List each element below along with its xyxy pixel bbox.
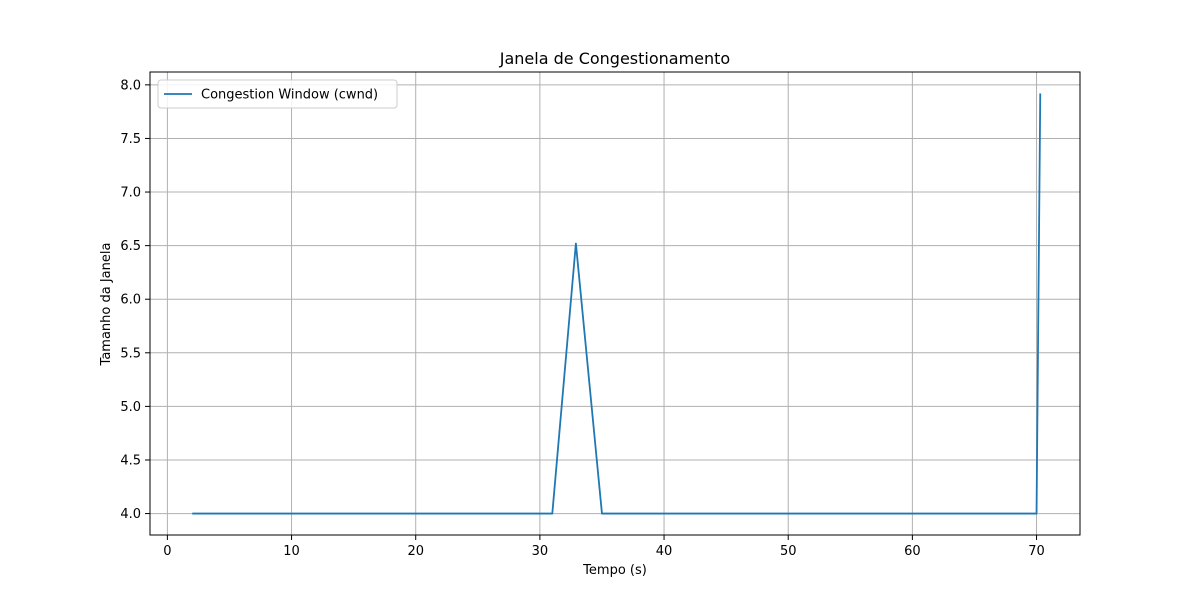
y-tick-label: 5.0 — [120, 400, 141, 415]
plot-frame — [149, 71, 1081, 536]
x-tick-label: 10 — [283, 544, 300, 559]
x-tick-label: 40 — [656, 544, 673, 559]
chart-title: Janela de Congestionamento — [499, 49, 730, 68]
y-tick-label: 8.0 — [120, 78, 141, 93]
x-tick-label: 30 — [532, 544, 549, 559]
series-line — [192, 93, 1042, 515]
y-tick-label: 4.5 — [120, 453, 141, 468]
x-tick-label: 0 — [163, 544, 171, 559]
y-tick-label: 7.0 — [120, 186, 141, 201]
x-tick-label: 70 — [1028, 544, 1045, 559]
y-tick-label: 5.5 — [120, 346, 141, 361]
y-tick-label: 4.0 — [120, 507, 141, 522]
y-tick-label: 6.0 — [120, 293, 141, 308]
legend: Congestion Window (cwnd) — [157, 79, 398, 109]
grid-lines — [150, 72, 1080, 535]
x-tick-label: 50 — [780, 544, 797, 559]
legend-label: Congestion Window (cwnd) — [201, 88, 378, 103]
series-layer — [192, 93, 1042, 515]
x-tick-label: 20 — [407, 544, 424, 559]
x-tick-label: 60 — [904, 544, 921, 559]
axis-ticks: 0 10 20 30 40 50 60 70 4.0 4.5 5.0 5.5 6.0 6.5 7.0 7.5 8… — [120, 78, 1045, 559]
legend-box — [157, 79, 398, 109]
y-axis-label: Tamanho da Janela — [99, 243, 114, 367]
y-tick-label: 6.5 — [120, 239, 141, 254]
x-axis-label: Tempo (s) — [582, 563, 647, 578]
y-tick-label: 7.5 — [120, 132, 141, 147]
